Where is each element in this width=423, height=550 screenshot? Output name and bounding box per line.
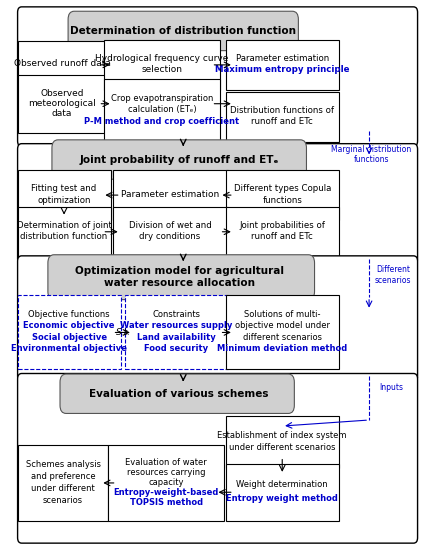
Text: Marginal distribution
functions: Marginal distribution functions bbox=[331, 145, 412, 164]
Text: Constraints: Constraints bbox=[152, 310, 200, 319]
Text: data: data bbox=[52, 109, 72, 118]
Text: Weight determination: Weight determination bbox=[236, 480, 328, 489]
Text: Evaluation of various schemes: Evaluation of various schemes bbox=[89, 389, 269, 399]
Text: Observed: Observed bbox=[40, 89, 84, 98]
FancyBboxPatch shape bbox=[18, 373, 418, 543]
FancyBboxPatch shape bbox=[18, 41, 107, 89]
Text: Establishment of index system: Establishment of index system bbox=[217, 431, 347, 439]
FancyBboxPatch shape bbox=[18, 256, 418, 382]
FancyBboxPatch shape bbox=[18, 295, 121, 369]
Text: Fitting test and: Fitting test and bbox=[31, 184, 97, 194]
FancyBboxPatch shape bbox=[18, 7, 418, 146]
Text: Parameter estimation: Parameter estimation bbox=[236, 54, 329, 63]
Text: Social objective: Social objective bbox=[32, 333, 107, 342]
FancyBboxPatch shape bbox=[18, 170, 110, 221]
Text: Minimum deviation method: Minimum deviation method bbox=[217, 344, 347, 354]
Text: TOPSIS method: TOPSIS method bbox=[129, 498, 203, 507]
Text: Different
scenarios: Different scenarios bbox=[375, 265, 412, 285]
FancyBboxPatch shape bbox=[68, 11, 298, 51]
Text: Observed runoff data: Observed runoff data bbox=[14, 59, 110, 69]
FancyBboxPatch shape bbox=[18, 444, 108, 521]
FancyBboxPatch shape bbox=[125, 295, 228, 369]
Text: resources carrying: resources carrying bbox=[127, 468, 205, 477]
FancyBboxPatch shape bbox=[225, 295, 339, 369]
FancyBboxPatch shape bbox=[113, 207, 228, 257]
FancyBboxPatch shape bbox=[225, 92, 339, 142]
Text: Water resources supply: Water resources supply bbox=[120, 321, 232, 331]
Text: Inputs: Inputs bbox=[379, 383, 403, 392]
Text: dry conditions: dry conditions bbox=[140, 233, 201, 241]
Text: meteorological: meteorological bbox=[28, 99, 96, 108]
Text: Food security: Food security bbox=[144, 344, 208, 354]
Text: functions: functions bbox=[262, 196, 302, 205]
Text: Maximum entropy principle: Maximum entropy principle bbox=[215, 65, 349, 74]
FancyBboxPatch shape bbox=[104, 40, 220, 90]
FancyBboxPatch shape bbox=[113, 170, 228, 221]
Text: optimization: optimization bbox=[37, 196, 91, 205]
FancyBboxPatch shape bbox=[225, 416, 339, 468]
FancyBboxPatch shape bbox=[225, 170, 339, 221]
Text: Joint probability of runoff and ETₑ: Joint probability of runoff and ETₑ bbox=[80, 155, 279, 164]
Text: runoff and ETc: runoff and ETc bbox=[251, 233, 313, 241]
FancyBboxPatch shape bbox=[108, 444, 224, 521]
Text: Determination of distribution function: Determination of distribution function bbox=[70, 26, 296, 36]
Text: Optimization model for agricultural
water resource allocation: Optimization model for agricultural wate… bbox=[75, 266, 284, 288]
Text: Objective functions: Objective functions bbox=[28, 310, 110, 319]
FancyBboxPatch shape bbox=[18, 144, 418, 264]
Text: Economic objective: Economic objective bbox=[23, 321, 115, 331]
FancyBboxPatch shape bbox=[48, 255, 315, 300]
Text: scenarios: scenarios bbox=[43, 496, 83, 505]
FancyBboxPatch shape bbox=[104, 79, 220, 142]
Text: Determination of joint: Determination of joint bbox=[16, 221, 112, 230]
FancyBboxPatch shape bbox=[18, 75, 107, 133]
Text: and preference: and preference bbox=[31, 472, 95, 481]
Text: capacity: capacity bbox=[148, 478, 184, 487]
Text: Land availability: Land availability bbox=[137, 333, 216, 342]
Text: runoff and ETc: runoff and ETc bbox=[251, 118, 313, 127]
FancyBboxPatch shape bbox=[52, 140, 307, 179]
Text: objective model under: objective model under bbox=[235, 321, 330, 331]
Text: Joint probabilities of: Joint probabilities of bbox=[239, 221, 325, 230]
Text: Different types Copula: Different types Copula bbox=[233, 184, 331, 194]
Text: Crop evapotranspiration: Crop evapotranspiration bbox=[111, 94, 213, 103]
Text: Division of wet and: Division of wet and bbox=[129, 221, 212, 230]
Text: Evaluation of water: Evaluation of water bbox=[125, 458, 207, 467]
Text: Hydrological frequency curve: Hydrological frequency curve bbox=[95, 54, 229, 63]
Text: Parameter estimation: Parameter estimation bbox=[121, 190, 219, 199]
Text: calculation (ETₑ): calculation (ETₑ) bbox=[128, 106, 196, 114]
Text: under different: under different bbox=[31, 484, 95, 493]
Text: Entropy weight method: Entropy weight method bbox=[226, 494, 338, 503]
Text: P-M method and crop coefficient: P-M method and crop coefficient bbox=[85, 117, 239, 126]
FancyBboxPatch shape bbox=[60, 374, 294, 414]
Text: S.t.: S.t. bbox=[116, 328, 132, 337]
FancyBboxPatch shape bbox=[225, 40, 339, 90]
Text: different scenarios: different scenarios bbox=[243, 333, 322, 342]
FancyBboxPatch shape bbox=[18, 207, 110, 257]
Text: distribution function: distribution function bbox=[20, 233, 108, 241]
FancyBboxPatch shape bbox=[225, 207, 339, 257]
FancyBboxPatch shape bbox=[225, 464, 339, 521]
Text: Schemes analysis: Schemes analysis bbox=[25, 460, 101, 469]
Text: under different scenarios: under different scenarios bbox=[229, 443, 335, 452]
Text: Entropy-weight-based: Entropy-weight-based bbox=[113, 488, 219, 497]
Text: Distribution functions of: Distribution functions of bbox=[230, 106, 334, 115]
Text: selection: selection bbox=[142, 65, 183, 74]
Text: Environmental objective: Environmental objective bbox=[11, 344, 127, 354]
Text: Solutions of multi-: Solutions of multi- bbox=[244, 310, 321, 319]
